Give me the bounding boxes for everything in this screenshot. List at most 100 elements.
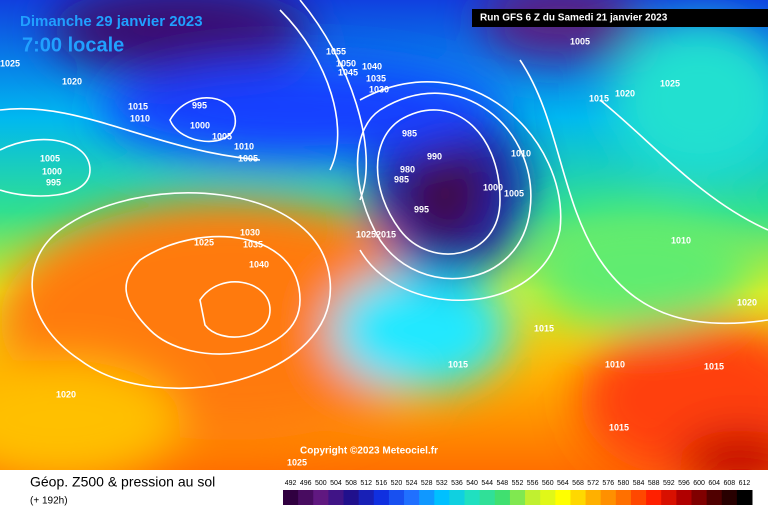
isobar-label: 1045 — [338, 67, 358, 77]
isobar-label: 1035 — [243, 239, 263, 249]
footer-lead: (+ 192h) — [30, 496, 68, 507]
legend-label: 580 — [618, 480, 630, 487]
isobar-label: 1010 — [511, 148, 531, 158]
legend-label: 596 — [678, 480, 690, 487]
isobar-label: 1020 — [56, 389, 76, 399]
legend-label: 576 — [602, 480, 614, 487]
legend-label: 500 — [315, 480, 327, 487]
isobar-label: 1025 — [660, 78, 680, 88]
isobar-label: 1005 — [570, 36, 590, 46]
isobar-label: 1000 — [483, 182, 503, 192]
isobar-label: 1050 — [336, 58, 356, 68]
legend-swatch — [373, 490, 390, 505]
time: 7:00 locale — [22, 34, 124, 56]
legend-label: 568 — [572, 480, 584, 487]
isobar-label: 1015 — [589, 93, 609, 103]
isobar-label: 1015 — [534, 323, 554, 333]
legend-label: 492 — [285, 480, 297, 487]
legend-swatch — [555, 490, 571, 505]
isobar-label: 1010 — [605, 359, 625, 369]
isobar-label: 1040 — [249, 259, 269, 269]
isobar-label: 1025 — [287, 457, 307, 467]
legend-label: 592 — [663, 480, 675, 487]
legend-swatch — [343, 490, 360, 505]
legend-label: 608 — [723, 480, 735, 487]
isobar-label: 985 — [402, 128, 417, 138]
legend-label: 564 — [557, 480, 569, 487]
legend-swatch — [540, 490, 556, 505]
isobar-label: 990 — [427, 151, 442, 161]
isobar-label: 995 — [192, 100, 207, 110]
legend-label: 516 — [375, 480, 387, 487]
isobar-label: 1020 — [62, 76, 82, 86]
legend-swatch — [358, 490, 375, 505]
isobar-label: 1010 — [234, 141, 254, 151]
legend-swatch — [313, 490, 329, 505]
legend-label: 544 — [481, 480, 493, 487]
isobar-label: 10252015 — [356, 229, 396, 239]
legend-swatch — [585, 490, 602, 505]
isobar-label: 1025 — [194, 237, 214, 247]
isobar-label: 1035 — [366, 73, 386, 83]
isobar-label: 1005 — [40, 153, 60, 163]
isobar-label: 1055 — [326, 46, 346, 56]
isobar-label: 1040 — [362, 61, 382, 71]
legend-swatch — [479, 490, 496, 505]
legend-label: 520 — [391, 480, 403, 487]
date: Dimanche 29 janvier 2023 — [20, 13, 203, 30]
legend-label: 612 — [739, 480, 751, 487]
legend-label: 572 — [587, 480, 599, 487]
isobar-label: 1000 — [42, 166, 62, 176]
copyright: Copyright ©2023 Meteociel.fr — [300, 446, 438, 457]
isobar-label: 1020 — [615, 88, 635, 98]
legend-label: 560 — [542, 480, 554, 487]
legend-swatch — [570, 490, 587, 505]
isobar-label: 1015 — [609, 422, 629, 432]
isobar-label: 1015 — [128, 101, 148, 111]
legend-swatch — [509, 490, 526, 505]
isobar-label: 995 — [414, 204, 429, 214]
legend-swatch — [464, 490, 481, 505]
footer-title: Géop. Z500 & pression au sol — [30, 474, 215, 490]
legend-swatch — [736, 490, 753, 505]
legend-swatch — [706, 490, 723, 505]
legend-swatch — [615, 490, 632, 505]
legend-label: 532 — [436, 480, 448, 487]
legend-label: 556 — [527, 480, 539, 487]
legend-label: 524 — [406, 480, 418, 487]
isobar-label: 1005 — [212, 131, 232, 141]
run-box — [472, 9, 768, 27]
legend-swatch — [691, 490, 708, 505]
legend-swatch — [388, 490, 405, 505]
legend-label: 604 — [708, 480, 720, 487]
isobar-label: 1010 — [130, 113, 150, 123]
legend-label: 536 — [451, 480, 463, 487]
legend-label: 508 — [345, 480, 357, 487]
isobar-label: 1015 — [448, 359, 468, 369]
legend-label: 496 — [300, 480, 312, 487]
legend-swatch — [404, 490, 420, 505]
legend-label: 548 — [497, 480, 509, 487]
isobar-label: 995 — [46, 177, 61, 187]
isobar-label: 1005 — [238, 153, 258, 163]
legend-swatch — [328, 490, 345, 505]
legend-swatch — [419, 490, 435, 505]
legend-label: 584 — [633, 480, 645, 487]
isobar-label: 1025 — [0, 58, 20, 68]
legend-label: 512 — [360, 480, 372, 487]
isobar-label: 1000 — [190, 120, 210, 130]
isobar-label: 1030 — [240, 227, 260, 237]
legend-label: 528 — [421, 480, 433, 487]
isobar-label: 985 — [394, 174, 409, 184]
legend-swatch — [630, 490, 647, 505]
legend-swatch — [298, 490, 314, 505]
legend-swatch — [449, 490, 466, 505]
isobar-label: 1005 — [504, 188, 524, 198]
legend-label: 600 — [693, 480, 705, 487]
map-field — [0, 0, 768, 490]
legend-swatch — [661, 490, 677, 505]
legend-label: 588 — [648, 480, 660, 487]
legend-label: 504 — [330, 480, 342, 487]
run-label: Run GFS 6 Z du Samedi 21 janvier 2023 — [480, 13, 668, 24]
legend-label: 552 — [512, 480, 524, 487]
